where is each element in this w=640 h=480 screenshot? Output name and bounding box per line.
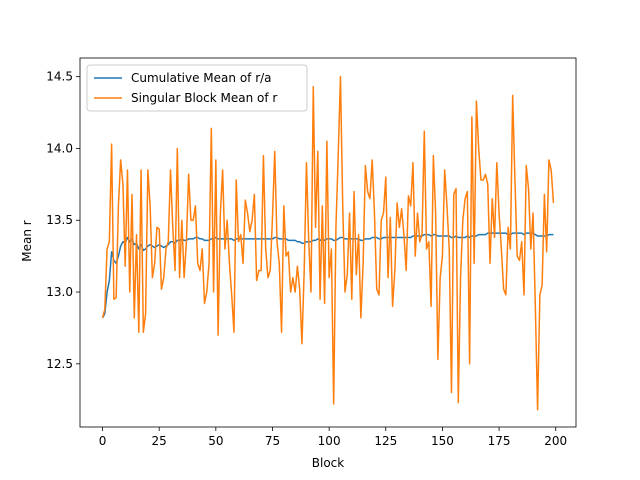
x-tick-label: 125 [374,434,397,448]
y-tick-label: 12.5 [46,357,73,371]
legend-box [86,64,308,112]
y-tick-label: 13.0 [46,285,73,299]
y-axis-label: Mean r [20,220,34,262]
x-tick-label: 25 [152,434,167,448]
y-tick-label: 13.5 [46,213,73,227]
x-tick-label: 0 [99,434,107,448]
series-line [101,75,555,411]
x-tick-label: 175 [488,434,511,448]
x-tick-label: 200 [544,434,567,448]
x-tick-label: 100 [318,434,341,448]
legend-label: Singular Block Mean of r [131,91,277,105]
y-tick-label: 14.5 [46,70,73,84]
legend-label: Cumulative Mean of r/a [131,71,272,85]
y-tick-label: 14.0 [46,141,73,155]
x-axis-label: Block [312,456,345,470]
x-tick-label: 50 [208,434,223,448]
x-tick-label: 150 [431,434,454,448]
plot-frame [79,57,577,428]
x-tick-label: 75 [265,434,280,448]
